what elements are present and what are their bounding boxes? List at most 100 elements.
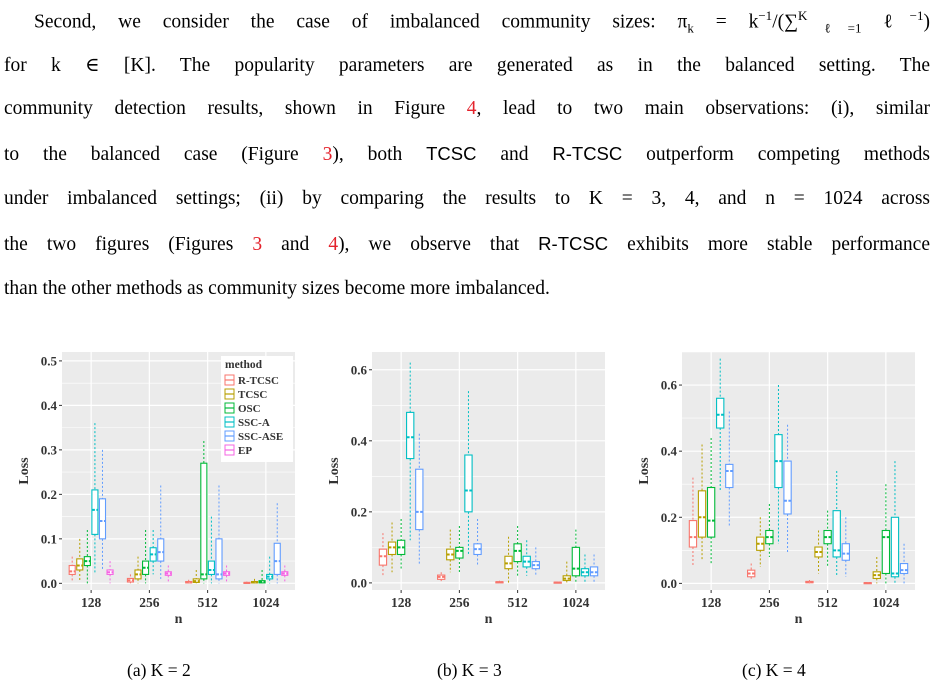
legend-label: EP <box>238 445 252 457</box>
box-ssc-ase-512 <box>841 517 850 577</box>
box-tcsc-256 <box>756 517 765 567</box>
plot-background <box>372 352 605 590</box>
caption-c: (c) K = 4 <box>742 660 806 680</box>
box-r-tcsc-128 <box>688 477 698 567</box>
y-tick-label: 0.4 <box>661 444 678 459</box>
figure-ref-link[interactable]: 4 <box>466 98 477 119</box>
box-ssc-a-512 <box>522 540 531 576</box>
box-body <box>513 543 522 563</box>
figure-panel-a: 0.0 0.1 0.2 0.3 0.4 0.5 128 256 512 1024 n Loss meth… <box>0 338 300 633</box>
box-osc-1024 <box>881 484 891 584</box>
y-tick-label: 0.0 <box>351 575 367 590</box>
text-span: outperform competing methods <box>622 144 930 165</box>
x-tick-label: 1024 <box>562 595 589 610</box>
box-ssc-ase-128 <box>415 433 424 566</box>
box-tcsc-512 <box>814 530 823 574</box>
box-ssc-a-512 <box>207 516 215 584</box>
y-tick-label: 0.1 <box>41 531 57 546</box>
y-axis-title: Loss <box>637 457 652 485</box>
x-tick-label: 256 <box>449 595 470 610</box>
legend-label: R-TCSC <box>238 375 279 387</box>
y-tick-label: 0.0 <box>41 576 57 591</box>
legend-label: TCSC <box>238 389 267 401</box>
box-osc-128 <box>396 518 406 569</box>
paragraph-line: community detection results, shown in Fi… <box>4 98 930 120</box>
method-name: TCSC <box>426 143 477 164</box>
box-body <box>207 560 215 575</box>
box-tcsc-512 <box>504 536 513 583</box>
box-tcsc-1024 <box>872 556 881 584</box>
box-r-tcsc-128 <box>68 556 76 582</box>
box-r-tcsc-512 <box>495 580 504 584</box>
box-ssc-a-256 <box>774 385 783 544</box>
text-span: ℓ=1 <box>807 20 862 36</box>
x-axis-title: n <box>485 612 493 627</box>
box-body <box>157 538 165 562</box>
box-osc-128 <box>706 437 716 564</box>
box-ssc-ase-1024 <box>899 543 909 584</box>
text-span: −1 <box>758 8 773 23</box>
y-tick-label: 0.4 <box>41 398 58 413</box>
paragraph-line: the two figures (Figures 3 and 4), we ob… <box>4 233 930 256</box>
box-ssc-a-128 <box>406 362 415 541</box>
box-body <box>406 411 415 460</box>
box-r-tcsc-256 <box>747 563 756 581</box>
box-body <box>688 520 698 548</box>
legend-title: method <box>225 359 263 371</box>
box-body <box>706 486 716 538</box>
box-body <box>98 498 107 540</box>
box-ssc-a-1024 <box>580 554 590 583</box>
box-ssc-a-1024 <box>890 461 900 584</box>
box-body <box>91 489 99 535</box>
box-body <box>553 581 562 584</box>
figure-ref-link[interactable]: 3 <box>322 144 333 165</box>
box-body <box>832 510 841 558</box>
box-body <box>841 543 850 561</box>
legend: method R-TCSC TCSC OSC SSC-A SSC-ASE EP <box>221 356 293 462</box>
box-tcsc-128 <box>76 538 84 582</box>
paragraph-line: for k ∈ [K]. The popularity parameters a… <box>4 53 930 77</box>
y-tick-label: 0.2 <box>661 510 677 525</box>
text-span: community detection results, shown in Fi… <box>4 98 467 119</box>
figure-ref-link[interactable]: 4 <box>328 234 339 255</box>
box-body <box>200 462 208 580</box>
box-osc-256 <box>455 526 464 573</box>
box-osc-512 <box>513 526 522 576</box>
box-osc-256 <box>142 529 150 584</box>
y-axis-title: Loss <box>17 457 32 485</box>
box-body <box>697 490 707 538</box>
x-tick-label: 128 <box>701 595 722 610</box>
text-span: , lead to two main observations: (i), si… <box>476 98 930 119</box>
box-osc-1024 <box>571 529 581 583</box>
box-ssc-ase-256 <box>157 485 165 579</box>
box-osc-512 <box>200 440 208 584</box>
box-r-tcsc-1024 <box>863 582 872 585</box>
text-span: for k ∈ [K]. The popularity parameters a… <box>4 55 930 76</box>
box-tcsc-256 <box>134 556 142 584</box>
box-body <box>589 566 599 577</box>
box-tcsc-256 <box>446 529 455 573</box>
y-tick-label: 0.3 <box>41 442 58 457</box>
y-axis-title: Loss <box>327 457 342 485</box>
box-ssc-a-128 <box>716 358 725 491</box>
x-tick-label: 128 <box>391 595 412 610</box>
text-span: −1 <box>909 8 924 23</box>
box-body <box>899 563 909 575</box>
y-tick-label: 0.0 <box>661 576 677 591</box>
box-body <box>273 542 281 575</box>
x-tick-label: 512 <box>818 595 839 610</box>
x-tick-label: 512 <box>198 595 219 610</box>
box-ssc-ase-128 <box>725 411 734 528</box>
y-tick-label: 0.6 <box>351 362 368 377</box>
text-span: and <box>476 144 553 165</box>
box-body <box>378 548 388 566</box>
figure-ref-link[interactable]: 3 <box>252 234 263 255</box>
box-ssc-a-256 <box>464 391 473 555</box>
legend-label: SSC-A <box>238 417 270 429</box>
paragraph-line: to the balanced case (Figure 3), both TC… <box>4 143 930 166</box>
text-span: ) <box>923 11 931 33</box>
box-ssc-ase-1024 <box>589 554 599 583</box>
figure-panel-c: 0.0 0.2 0.4 0.6 128 256 512 1024 n Loss <box>620 338 920 633</box>
text-span: /(∑ <box>772 11 799 33</box>
text-span: ℓ <box>861 11 910 33</box>
